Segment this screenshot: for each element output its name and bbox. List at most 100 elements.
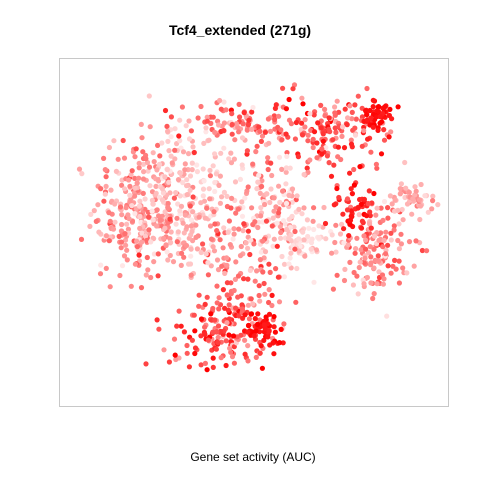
data-point (112, 219, 118, 225)
data-point (222, 270, 228, 276)
data-point (190, 144, 196, 150)
data-point (221, 225, 227, 231)
data-point (340, 124, 346, 130)
data-point (241, 221, 247, 227)
data-point (210, 305, 216, 312)
data-point (300, 101, 306, 107)
data-point (137, 198, 143, 204)
data-point (397, 186, 403, 192)
data-point (155, 273, 161, 279)
data-point (301, 171, 307, 178)
data-point (261, 322, 267, 328)
data-point (323, 236, 329, 242)
data-point (159, 186, 165, 192)
data-point (283, 181, 289, 187)
data-point (285, 235, 292, 241)
data-point (189, 228, 195, 235)
data-point (376, 269, 382, 275)
data-point (167, 236, 173, 242)
data-point (258, 205, 264, 211)
data-point (190, 194, 196, 200)
data-point (355, 291, 361, 297)
data-point (258, 249, 264, 255)
data-point (161, 235, 167, 241)
data-point (168, 114, 174, 120)
data-point (223, 362, 229, 369)
data-point (247, 251, 253, 258)
data-point (276, 340, 283, 346)
data-point (291, 224, 297, 230)
data-point (315, 120, 321, 126)
data-point (271, 208, 277, 214)
data-point (202, 215, 208, 221)
data-point (200, 193, 206, 199)
data-point (132, 261, 138, 267)
data-point (293, 119, 299, 126)
data-point (353, 246, 359, 252)
data-point (280, 188, 286, 194)
data-point (139, 239, 145, 245)
data-point (134, 238, 140, 244)
data-point (396, 246, 402, 252)
data-point (311, 226, 317, 233)
data-point (305, 233, 311, 240)
data-point (184, 177, 190, 183)
data-point (379, 272, 386, 278)
data-point (175, 229, 181, 235)
data-point (178, 262, 184, 268)
data-point (358, 247, 364, 253)
data-point (368, 254, 374, 260)
data-point (205, 272, 211, 278)
data-point (364, 112, 370, 118)
data-point (207, 167, 213, 173)
data-point (162, 174, 168, 180)
data-point (116, 233, 122, 239)
data-point (145, 168, 151, 174)
data-point (166, 148, 172, 154)
data-point (275, 274, 281, 280)
data-point (364, 85, 370, 92)
data-point (215, 339, 221, 346)
data-point (314, 155, 320, 161)
data-point (108, 187, 114, 193)
chart-title: Tcf4_extended (271g) (169, 22, 311, 38)
data-point (278, 127, 284, 133)
data-point (107, 284, 113, 290)
data-point (167, 252, 173, 259)
data-point (228, 150, 234, 156)
data-point (139, 135, 145, 141)
data-point (140, 176, 147, 182)
data-point (134, 180, 140, 186)
data-point (115, 156, 121, 162)
data-point (182, 161, 188, 167)
data-point (242, 337, 248, 343)
x-axis-label: Gene set activity (AUC) (190, 450, 315, 464)
data-point (103, 183, 109, 189)
data-point (342, 106, 348, 112)
data-point (146, 214, 152, 220)
data-point (106, 144, 112, 151)
data-point (267, 128, 274, 134)
data-point (212, 188, 218, 195)
data-point (391, 223, 397, 229)
data-point (266, 328, 272, 334)
data-point (344, 122, 350, 128)
data-point (161, 347, 167, 353)
data-point (368, 225, 374, 231)
data-point (224, 255, 230, 261)
data-point (363, 108, 369, 114)
data-point (270, 243, 276, 249)
data-point (256, 292, 262, 299)
data-point (254, 268, 260, 274)
data-point (293, 299, 299, 305)
data-point (304, 217, 310, 223)
data-point (396, 221, 402, 227)
data-point (247, 267, 253, 273)
data-point (262, 201, 268, 208)
data-point (346, 233, 352, 239)
data-point (352, 102, 358, 108)
data-point (184, 192, 190, 198)
data-point (153, 183, 159, 189)
data-point (125, 226, 131, 232)
data-point (207, 223, 214, 229)
